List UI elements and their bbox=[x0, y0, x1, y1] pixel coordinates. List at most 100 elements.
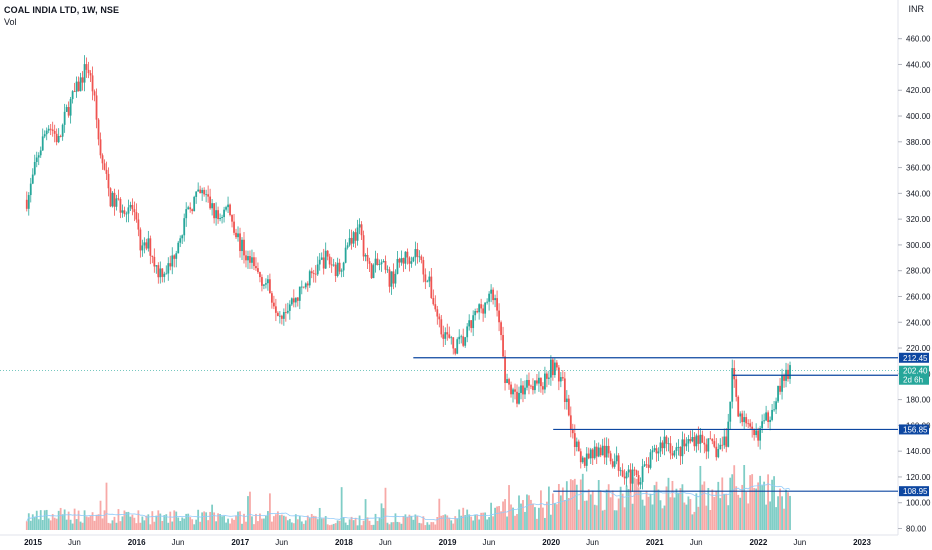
chart-legend: COAL INDIA LTD, 1W, NSE Vol bbox=[4, 4, 119, 28]
candle-body bbox=[239, 233, 241, 252]
candle-body bbox=[593, 446, 596, 459]
volume-bar bbox=[203, 511, 206, 530]
volume-bar bbox=[239, 511, 241, 530]
candle-body bbox=[41, 136, 44, 151]
candle-body bbox=[502, 335, 504, 357]
candle-body bbox=[376, 258, 379, 265]
candle-body bbox=[549, 359, 552, 378]
candle-body bbox=[101, 155, 104, 164]
volume-bar bbox=[209, 511, 212, 530]
volume-bar bbox=[340, 487, 343, 530]
volume-bar bbox=[171, 521, 174, 530]
candle-body bbox=[243, 239, 245, 256]
candle-body bbox=[105, 169, 108, 174]
volume-bar bbox=[175, 511, 178, 530]
volume-bar bbox=[416, 516, 419, 530]
candle-body bbox=[671, 453, 674, 456]
volume-bar bbox=[705, 505, 708, 530]
candle-body bbox=[583, 457, 586, 466]
level-price-badge bbox=[899, 486, 929, 497]
candle-body bbox=[751, 426, 754, 429]
volume-bar bbox=[695, 493, 698, 530]
candle-body bbox=[538, 377, 540, 384]
volume-bar bbox=[671, 480, 674, 530]
candle-body bbox=[39, 150, 42, 156]
candle-body bbox=[119, 199, 122, 213]
volume-bar bbox=[725, 494, 728, 530]
volume-bar bbox=[601, 510, 604, 530]
candle-body bbox=[783, 375, 785, 381]
candle-body bbox=[306, 283, 309, 286]
candle-body bbox=[173, 255, 176, 259]
candle-body bbox=[699, 434, 702, 444]
candle-body bbox=[215, 210, 217, 219]
volume-bar bbox=[563, 500, 566, 530]
volume-bar bbox=[468, 514, 471, 530]
volume-bar bbox=[141, 516, 144, 530]
volume-bar bbox=[629, 483, 632, 530]
volume-bar bbox=[306, 515, 309, 530]
volume-bar bbox=[292, 523, 295, 530]
candle-body bbox=[25, 199, 28, 209]
volume-bar bbox=[215, 521, 217, 530]
volume-bar bbox=[651, 504, 654, 530]
candle-body bbox=[779, 385, 781, 392]
candle-body bbox=[637, 475, 640, 485]
time-tick-label: Jun bbox=[379, 538, 392, 547]
volume-bar bbox=[478, 519, 481, 530]
candle-body bbox=[111, 192, 114, 207]
candle-body bbox=[697, 435, 700, 444]
volume-indicator-label[interactable]: Vol bbox=[4, 17, 17, 27]
volume-bar bbox=[649, 494, 652, 530]
candle-body bbox=[432, 298, 435, 305]
candle-body bbox=[474, 311, 477, 316]
volume-bar bbox=[93, 520, 96, 530]
volume-bar bbox=[500, 511, 502, 530]
candle-body bbox=[647, 464, 650, 468]
time-tick-label: 2023 bbox=[853, 538, 871, 547]
candle-body bbox=[269, 279, 271, 294]
candle-body bbox=[617, 455, 620, 471]
volume-bar bbox=[627, 489, 630, 530]
volume-bar bbox=[372, 524, 375, 530]
volume-bar bbox=[611, 490, 614, 530]
volume-ma-line bbox=[26, 483, 791, 522]
volume-bar bbox=[49, 520, 52, 530]
volume-bar bbox=[243, 513, 245, 530]
candle-body bbox=[107, 173, 110, 189]
candle-body bbox=[153, 256, 156, 267]
candle-body bbox=[89, 73, 92, 76]
volume-bar bbox=[711, 489, 714, 530]
candle-body bbox=[605, 445, 608, 458]
candle-body bbox=[175, 253, 178, 259]
symbol-title[interactable]: COAL INDIA LTD, 1W, NSE bbox=[4, 5, 120, 15]
candle-body bbox=[233, 221, 235, 233]
volume-bar bbox=[51, 514, 54, 530]
candle-body bbox=[65, 107, 68, 112]
volume-bar bbox=[605, 489, 608, 530]
volume-bar bbox=[436, 517, 439, 530]
volume-bar bbox=[653, 485, 656, 530]
candle-body bbox=[430, 276, 433, 299]
candle-body bbox=[324, 250, 327, 269]
candle-body bbox=[657, 451, 660, 454]
candle-body bbox=[643, 464, 646, 467]
volume-bar bbox=[155, 515, 158, 530]
candle-body bbox=[715, 446, 718, 458]
candle-body bbox=[747, 423, 750, 425]
candle-body bbox=[631, 469, 634, 484]
candle-body bbox=[165, 273, 168, 275]
volume-bar bbox=[103, 510, 106, 530]
candle-body bbox=[213, 203, 216, 219]
candle-body bbox=[261, 277, 263, 286]
candle-body bbox=[352, 232, 355, 244]
candle-body bbox=[312, 273, 315, 274]
price-tick-label: 380.00 bbox=[906, 138, 931, 147]
volume-bar bbox=[442, 515, 445, 530]
time-tick-label: 2022 bbox=[749, 538, 767, 547]
volume-bar bbox=[737, 494, 740, 530]
volume-bar bbox=[484, 512, 487, 530]
candle-body bbox=[294, 297, 297, 303]
volume-bar bbox=[223, 515, 225, 530]
